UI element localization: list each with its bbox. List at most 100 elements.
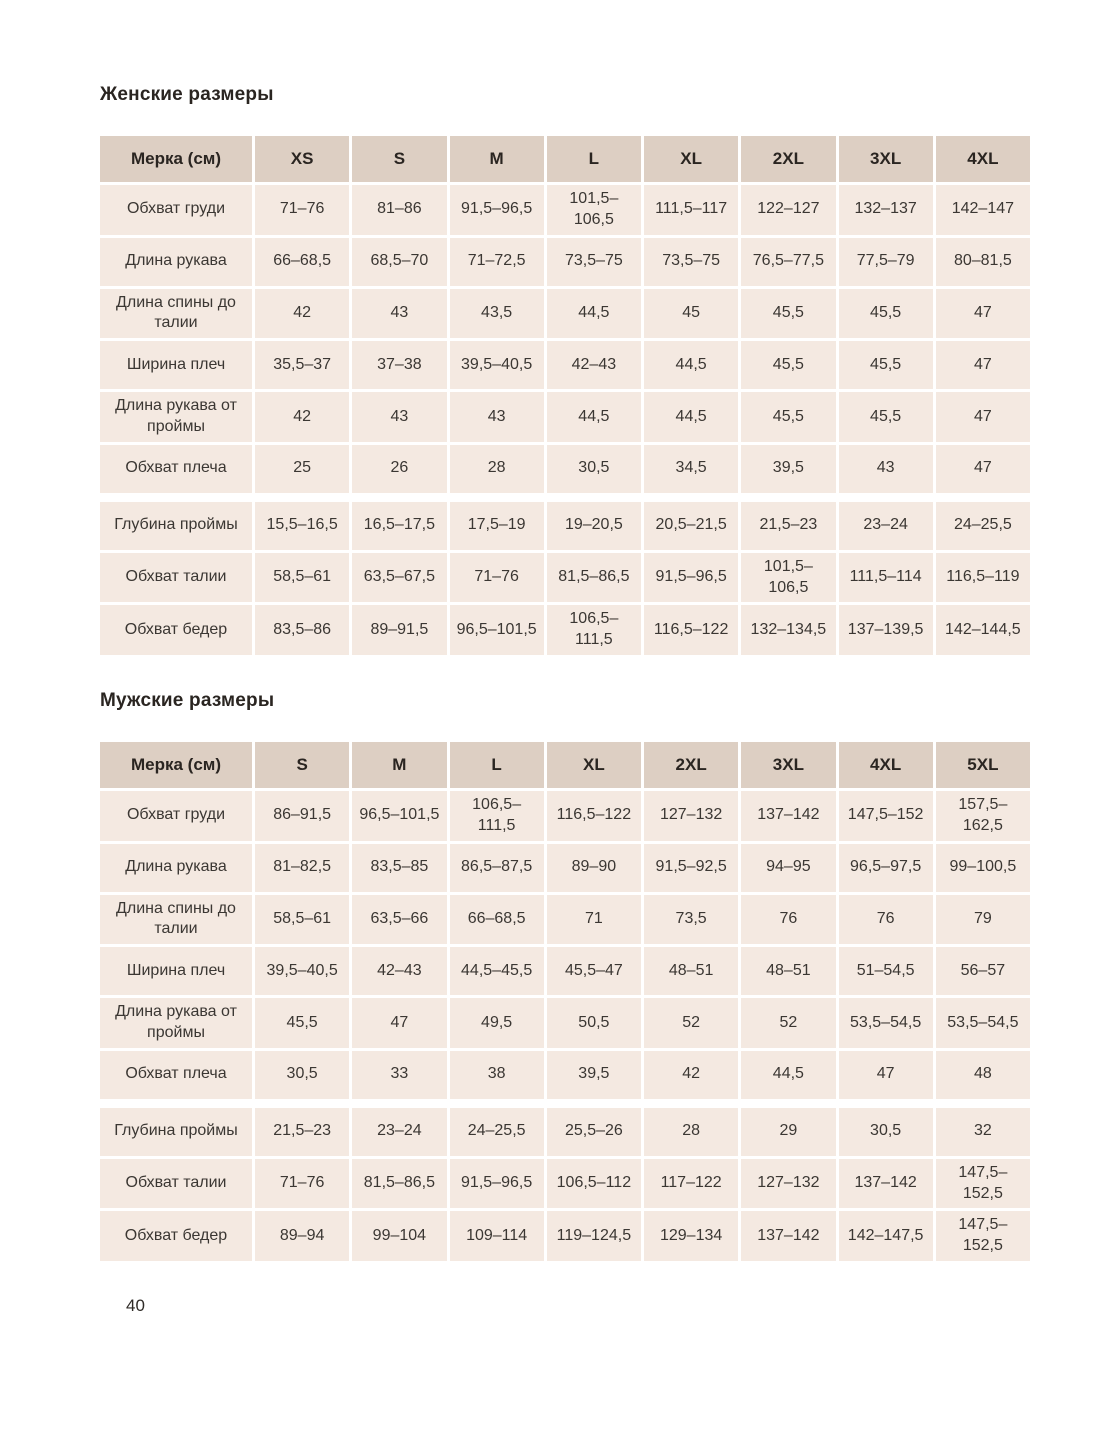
size-column-header: XS: [255, 136, 350, 182]
table-row: Обхват бедер 83,5–86 89–91,5 96,5–101,5 106,…: [100, 605, 1030, 655]
size-column-header: L: [449, 741, 544, 788]
table-cell: 73,5: [644, 894, 739, 945]
table-cell: 73,5–75: [546, 237, 641, 286]
table-cell: 50,5: [546, 998, 641, 1048]
table-cell: 81,5–86,5: [546, 552, 641, 603]
table-cell: 23–24: [838, 501, 933, 550]
table-cell: 33: [352, 1050, 447, 1099]
table-cell: 30,5: [838, 1107, 933, 1156]
table-cell: 71–72,5: [449, 237, 544, 286]
table-cell: 47: [352, 998, 447, 1048]
table-cell: 137–139,5: [838, 605, 933, 655]
size-column-header: M: [352, 741, 447, 788]
size-column-header: M: [449, 136, 544, 182]
table-row: Ширина плеч 35,5–37 37–38 39,5–40,5 42–43 44,…: [100, 341, 1030, 390]
table-cell: 28: [449, 444, 544, 493]
table-cell: 28: [644, 1107, 739, 1156]
size-column-header: 3XL: [741, 741, 836, 788]
table-cell: 42: [255, 288, 350, 339]
table-cell: 111,5–114: [838, 552, 933, 603]
table-cell: 45,5–47: [546, 947, 641, 996]
table-cell: 63,5–67,5: [352, 552, 447, 603]
table-cell: 42: [255, 392, 350, 442]
table-cell: 44,5: [741, 1050, 836, 1099]
row-group-divider-cell: [100, 496, 1030, 499]
table-cell: 37–38: [352, 341, 447, 390]
table-cell: 147,5–152,5: [935, 1211, 1030, 1261]
table-cell: 116,5–122: [546, 790, 641, 841]
table-cell: 81–82,5: [255, 843, 350, 892]
row-label: Обхват талии: [100, 552, 252, 603]
table-row: Обхват груди 86–91,5 96,5–101,5 106,5–111,5…: [100, 790, 1030, 841]
table-cell: 76: [838, 894, 933, 945]
table-cell: 47: [935, 288, 1030, 339]
table-cell: 38: [449, 1050, 544, 1099]
table-cell: 122–127: [741, 185, 836, 235]
table-cell: 51–54,5: [838, 947, 933, 996]
table-cell: 91,5–96,5: [644, 552, 739, 603]
table-cell: 43: [838, 444, 933, 493]
table-cell: 43: [449, 392, 544, 442]
table-cell: 44,5: [644, 392, 739, 442]
table-cell: 53,5–54,5: [838, 998, 933, 1048]
row-label: Длина рукава: [100, 237, 252, 286]
table-cell: 52: [644, 998, 739, 1048]
table-cell: 45,5: [741, 341, 836, 390]
table-row: Обхват бедер 89–94 99–104 109–114 119–124,5 1…: [100, 1211, 1030, 1261]
size-column-header: S: [352, 136, 447, 182]
table-cell: 30,5: [546, 444, 641, 493]
row-label: Длина рукава от проймы: [100, 392, 252, 442]
header-row: Мерка (см) S M L XL 2XL 3XL 4XL 5XL: [100, 741, 1030, 788]
table-row: Глубина проймы 15,5–16,5 16,5–17,5 17,5–19 1…: [100, 501, 1030, 550]
men-sizes-title: Мужские размеры: [100, 689, 275, 711]
table-cell: 137–142: [741, 790, 836, 841]
row-label: Длина рукава от проймы: [100, 998, 252, 1048]
row-label: Обхват плеча: [100, 444, 252, 493]
table-row: Обхват плеча 25 26 28 30,5 34,5 39,5 43 47: [100, 444, 1030, 493]
table-cell: 39,5: [741, 444, 836, 493]
size-column-header: L: [546, 136, 641, 182]
table-cell: 91,5–96,5: [449, 185, 544, 235]
table-cell: 45,5: [255, 998, 350, 1048]
row-label: Длина рукава: [100, 843, 252, 892]
table-cell: 56–57: [935, 947, 1030, 996]
table-cell: 45,5: [741, 288, 836, 339]
measure-column-header: Мерка (см): [100, 741, 252, 788]
table-cell: 44,5: [546, 392, 641, 442]
table-cell: 29: [741, 1107, 836, 1156]
women-sizes-title: Женские размеры: [100, 84, 274, 105]
table-cell: 63,5–66: [352, 894, 447, 945]
table-cell: 116,5–119: [935, 552, 1030, 603]
table-cell: 48: [935, 1050, 1030, 1099]
table-cell: 47: [935, 444, 1030, 493]
table-cell: 44,5: [644, 341, 739, 390]
table-cell: 157,5–162,5: [935, 790, 1030, 841]
table-cell: 106,5–111,5: [546, 605, 641, 655]
table-cell: 142–147: [935, 185, 1030, 235]
table-row: Ширина плеч 39,5–40,5 42–43 44,5–45,5 45,5–4…: [100, 947, 1030, 996]
table-cell: 129–134: [644, 1211, 739, 1261]
table-cell: 137–142: [838, 1158, 933, 1209]
size-column-header: XL: [644, 136, 739, 182]
table-cell: 71–76: [449, 552, 544, 603]
table-cell: 132–134,5: [741, 605, 836, 655]
row-label: Ширина плеч: [100, 341, 252, 390]
table-cell: 21,5–23: [255, 1107, 350, 1156]
size-column-header: 3XL: [838, 136, 933, 182]
row-group-divider: [100, 1102, 1030, 1105]
table-cell: 16,5–17,5: [352, 501, 447, 550]
table-cell: 79: [935, 894, 1030, 945]
table-cell: 15,5–16,5: [255, 501, 350, 550]
table-cell: 89–91,5: [352, 605, 447, 655]
section-women-sizes: Женские размеры Мерка (см) XS S M L XL 2XL 3XL 4…: [100, 84, 1033, 658]
row-label: Обхват груди: [100, 790, 252, 841]
table-cell: 39,5–40,5: [449, 341, 544, 390]
table-cell: 119–124,5: [546, 1211, 641, 1261]
table-cell: 101,5–106,5: [546, 185, 641, 235]
table-row: Длина рукава от проймы 45,5 47 49,5 50,5 52 52…: [100, 998, 1030, 1048]
table-cell: 52: [741, 998, 836, 1048]
table-cell: 24–25,5: [935, 501, 1030, 550]
table-cell: 20,5–21,5: [644, 501, 739, 550]
table-cell: 17,5–19: [449, 501, 544, 550]
table-cell: 25: [255, 444, 350, 493]
